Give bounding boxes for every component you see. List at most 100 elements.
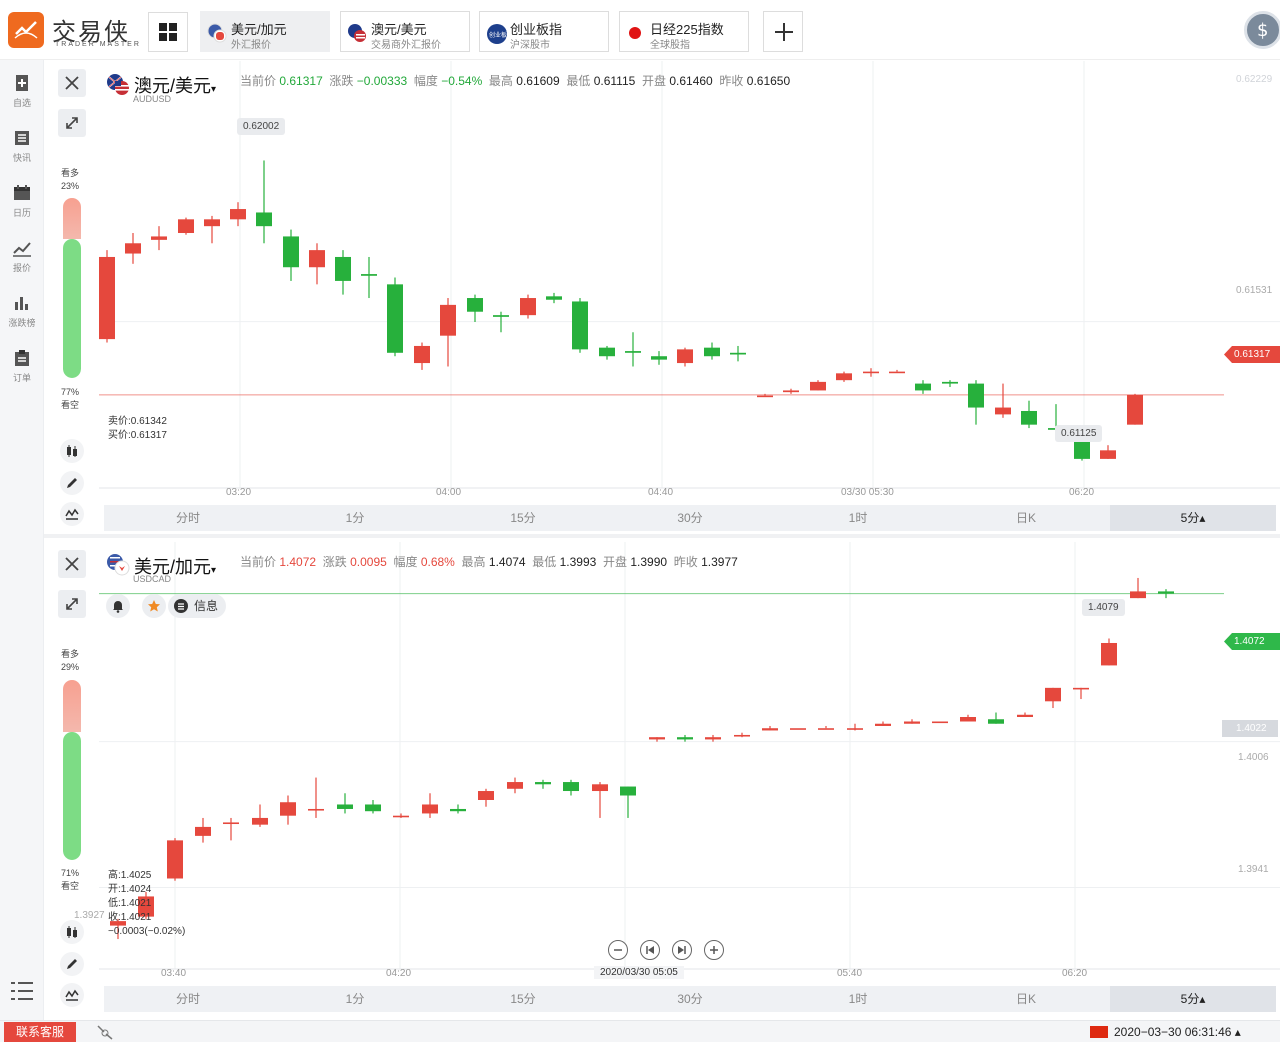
candle <box>932 721 948 724</box>
timeframe-5m[interactable]: 5分▴ <box>1110 505 1276 531</box>
scroll-start-button[interactable] <box>640 940 660 960</box>
layout-grid-button[interactable] <box>148 12 188 52</box>
chart-panel-audusd: 澳元/美元▾ AUDUSD 当前价 0.61317 涨跌 −0.00333 幅度… <box>44 61 1280 538</box>
close-panel-button[interactable] <box>58 69 86 97</box>
tab-subtitle: 外汇报价 <box>231 40 271 51</box>
candle-body <box>1158 591 1174 594</box>
chart-panel-usdcad: 美元/加元▾ USDCAD 当前价 1.4072 涨跌 0.0095 幅度 0.… <box>44 542 1280 1018</box>
status-bar: 联系客服 2020−03−30 06:31:46 ▴ <box>0 1020 1280 1042</box>
timeframe-5m[interactable]: 5分▴ <box>1110 986 1276 1012</box>
expand-panel-button[interactable] <box>58 590 86 618</box>
info-button[interactable]: 信息 <box>168 594 226 618</box>
close-panel-button[interactable] <box>58 550 86 578</box>
candle-body <box>151 236 167 240</box>
customer-service-button[interactable]: 联系客服 <box>4 1022 76 1042</box>
timeframe-day[interactable]: 日K <box>1015 992 1036 1006</box>
sidebar-item-label: 自选 <box>12 98 31 108</box>
candle-body <box>1045 687 1061 702</box>
favorite-button[interactable] <box>142 594 166 618</box>
draw-tool-button[interactable] <box>60 471 84 495</box>
timeframe-1h[interactable]: 1时 <box>848 511 868 525</box>
sidebar-item-watchlist[interactable]: 自选 <box>0 66 44 116</box>
candle-body <box>572 301 588 350</box>
sidebar-item-orders[interactable]: 订单 <box>0 341 44 391</box>
scroll-end-button[interactable] <box>672 940 692 960</box>
timeframe-day[interactable]: 日K <box>1015 511 1036 525</box>
close-icon <box>65 76 79 90</box>
sidebar-item-quotes[interactable]: 报价 <box>0 231 44 281</box>
ohlc-low: 低:1.4021 <box>108 898 152 909</box>
tab-usdcad[interactable]: 美元/加元 外汇报价 <box>200 11 330 52</box>
candle-type-button[interactable] <box>60 439 84 463</box>
timeframe-30m[interactable]: 30分 <box>677 992 703 1006</box>
clock-datetime[interactable]: 2020−03−30 06:31:46 ▴ <box>1114 1025 1241 1039</box>
candlestick-icon <box>67 926 77 938</box>
candle <box>915 380 931 394</box>
candle-type-button[interactable] <box>60 920 84 944</box>
add-tab-button[interactable] <box>763 11 803 52</box>
open-label: 开盘 <box>641 74 666 88</box>
high-value: 0.61609 <box>516 74 560 88</box>
candlestick-chart-usdcad[interactable] <box>44 542 1280 982</box>
candle <box>256 160 272 244</box>
zoom-in-button[interactable] <box>704 940 724 960</box>
timeframe-1m[interactable]: 1分 <box>345 992 365 1006</box>
connection-icon <box>97 1025 113 1040</box>
candle-body <box>280 802 296 816</box>
candle-body <box>167 840 183 879</box>
ohlc-change: −0.0003(−0.02%) <box>108 926 186 937</box>
candle <box>478 788 494 807</box>
low-label: 最低 <box>532 555 557 569</box>
quote-line: 当前价 0.61317 涨跌 −0.00333 幅度 −0.54% 最高 0.6… <box>240 72 790 89</box>
timeframe-1h[interactable]: 1时 <box>848 992 868 1006</box>
candle-body <box>730 352 746 355</box>
indicator-button[interactable] <box>60 502 84 526</box>
timeframe-15m[interactable]: 15分 <box>510 511 536 525</box>
sidebar-item-news[interactable]: 快讯 <box>0 121 44 171</box>
symbol-title[interactable]: 澳元/美元▾ <box>134 72 216 98</box>
pencil-icon <box>67 959 77 969</box>
candle-body <box>478 791 494 800</box>
candle <box>309 243 325 285</box>
tab-title: 日经225指数 <box>650 22 724 37</box>
timeframe-bar: 分时 1分 15分 30分 1时 日K 5分▴ <box>104 505 1276 531</box>
crosshair-price-tag: 1.4022 <box>1222 720 1278 737</box>
candle-body <box>361 274 377 276</box>
candle <box>99 250 115 343</box>
zoom-out-button[interactable] <box>608 940 628 960</box>
sidebar-item-rankings[interactable]: 涨跌榜 <box>0 286 44 336</box>
tab-audusd[interactable]: 澳元/美元 交易商外汇报价 <box>340 11 470 52</box>
candle <box>138 891 154 919</box>
alert-button[interactable] <box>106 594 130 618</box>
candle-body <box>204 219 220 227</box>
sidebar-item-label: 报价 <box>12 263 31 273</box>
candle <box>230 202 246 227</box>
candle-body <box>110 921 126 926</box>
draw-tool-button[interactable] <box>60 952 84 976</box>
timeframe-1m[interactable]: 1分 <box>345 511 365 525</box>
timeframe-tick[interactable]: 分时 <box>175 511 200 525</box>
sidebar-item-calendar[interactable]: 日历 <box>0 176 44 226</box>
timeframe-tick[interactable]: 分时 <box>175 992 200 1006</box>
change-label: 涨跌 <box>322 555 347 569</box>
x-axis-label: 03/30 05:30 <box>841 487 894 498</box>
expand-panel-button[interactable] <box>58 109 86 137</box>
candle <box>1100 445 1116 459</box>
symbol-name: 澳元/美元 <box>134 76 212 96</box>
account-button[interactable]: $ <box>1244 11 1280 49</box>
menu-button[interactable] <box>10 980 34 1007</box>
aud-usd-flag-icon <box>348 24 366 42</box>
candle <box>1017 712 1033 718</box>
low-label: 最低 <box>566 74 591 88</box>
symbol-title[interactable]: 美元/加元▾ <box>134 553 216 579</box>
candle <box>875 721 891 726</box>
hamburger-icon <box>11 982 33 1000</box>
chinext-logo-icon: 创业板 <box>487 24 507 44</box>
bull-label: 看多 <box>61 168 80 178</box>
tab-nikkei225[interactable]: 日经225指数 全球股指 <box>619 11 749 52</box>
candle-body <box>256 212 272 227</box>
timeframe-30m[interactable]: 30分 <box>677 511 703 525</box>
tab-chinext[interactable]: 创业板 创业板指 沪深股市 <box>479 11 609 52</box>
indicator-button[interactable] <box>60 983 84 1007</box>
timeframe-15m[interactable]: 15分 <box>510 992 536 1006</box>
